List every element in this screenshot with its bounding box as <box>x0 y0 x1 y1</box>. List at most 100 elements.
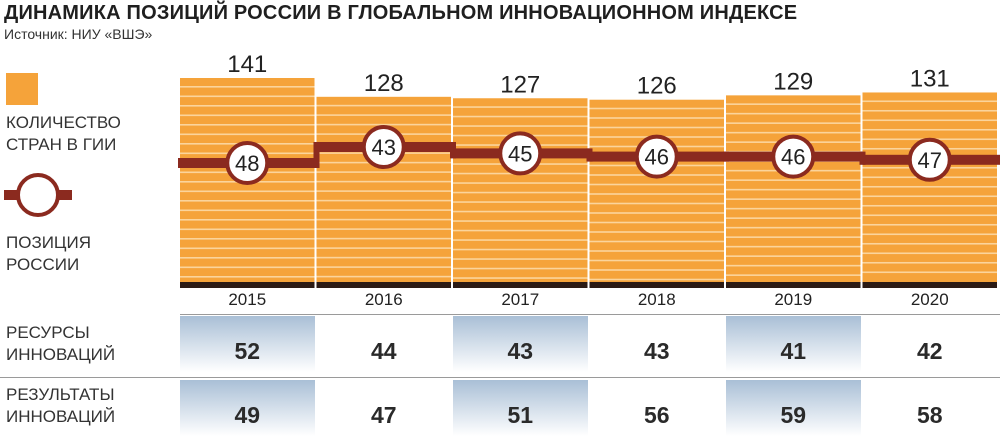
bar-stripe <box>453 116 588 118</box>
year-label-2015: 2015 <box>228 290 266 309</box>
bar-stripe <box>863 195 998 197</box>
year-label-2018: 2018 <box>638 290 676 309</box>
position-label-2020: 47 <box>918 148 942 173</box>
bar-stripe <box>317 238 452 240</box>
bar-stripe <box>590 231 725 233</box>
bar-stripe <box>726 227 861 229</box>
bar-stripe <box>180 229 315 231</box>
bar-stripe <box>317 228 452 230</box>
bar-stripe <box>453 249 588 251</box>
bar-stripe <box>726 103 861 105</box>
position-label-2017: 45 <box>508 141 532 166</box>
bar-stripe <box>863 100 998 102</box>
count-label-2017: 127 <box>500 71 540 98</box>
bar-stripe <box>590 203 725 205</box>
bar-stripe <box>863 243 998 245</box>
bar-stripe <box>180 115 315 117</box>
bar-stripe <box>863 224 998 226</box>
position-label-2019: 46 <box>781 145 805 170</box>
bar-stripe <box>590 117 725 119</box>
bar-stripe <box>317 266 452 268</box>
row-label-results-line1: РЕЗУЛЬТАТЫ <box>6 384 115 405</box>
bar-stripe <box>453 268 588 270</box>
bar-stripe <box>726 265 861 267</box>
bar-stripe <box>590 260 725 262</box>
bar-stripe <box>317 171 452 173</box>
bar-stripe <box>180 124 315 126</box>
table-separator <box>180 314 1000 315</box>
bar-stripe <box>180 267 315 269</box>
bar-stripe <box>863 205 998 207</box>
table-cell-value: 59 <box>726 402 861 429</box>
table-cell-value: 42 <box>863 338 998 365</box>
bar-base-2019 <box>726 282 861 288</box>
bar-stripe <box>453 277 588 279</box>
table-cell-value: 52 <box>180 338 315 365</box>
bar-stripe <box>863 262 998 264</box>
bar-stripe <box>317 257 452 259</box>
bar-stripe <box>726 198 861 200</box>
year-label-2017: 2017 <box>501 290 539 309</box>
bar-stripe <box>180 248 315 250</box>
bar-stripe <box>863 271 998 273</box>
position-line-step <box>450 142 456 158</box>
bar-stripe <box>863 129 998 131</box>
bar-stripe <box>590 269 725 271</box>
position-label-2016: 43 <box>372 135 396 160</box>
bar-stripe <box>726 132 861 134</box>
table-cell-value: 44 <box>317 338 452 365</box>
bar-base-2020 <box>863 282 998 288</box>
count-label-2020: 131 <box>910 65 950 92</box>
bar-stripe <box>590 279 725 281</box>
bar-stripe <box>317 209 452 211</box>
count-label-2016: 128 <box>364 70 404 97</box>
bar-stripe <box>863 233 998 235</box>
bar-stripe <box>863 119 998 121</box>
bar-stripe <box>590 241 725 243</box>
table-cell-value: 49 <box>180 402 315 429</box>
bar-stripe <box>180 96 315 98</box>
bar-stripe <box>317 276 452 278</box>
year-label-2016: 2016 <box>365 290 403 309</box>
table-cell-value: 43 <box>590 338 725 365</box>
bar-stripe <box>863 110 998 112</box>
bar-stripe <box>590 222 725 224</box>
bar-stripe <box>180 191 315 193</box>
bar-stripe <box>726 122 861 124</box>
bar-stripe <box>317 114 452 116</box>
table-cell-value: 41 <box>726 338 861 365</box>
bar-stripe <box>590 127 725 129</box>
bar-stripe <box>453 192 588 194</box>
row-label-resources-line2: ИННОВАЦИЙ <box>6 344 115 365</box>
bar-stripe <box>726 189 861 191</box>
bar-stripe <box>453 230 588 232</box>
bar-stripe <box>863 214 998 216</box>
year-label-2019: 2019 <box>774 290 812 309</box>
bar-stripe <box>180 276 315 278</box>
row-label-results-line2: ИННОВАЦИЙ <box>6 406 115 427</box>
table-cell-value: 47 <box>317 402 452 429</box>
bar-stripe <box>180 134 315 136</box>
count-label-2015: 141 <box>227 51 267 78</box>
bar-stripe <box>453 201 588 203</box>
position-line-step <box>860 152 866 165</box>
bar-stripe <box>590 108 725 110</box>
table-cell-value: 43 <box>453 338 588 365</box>
bar-stripe <box>726 113 861 115</box>
bar-stripe <box>590 250 725 252</box>
bar-base-2018 <box>590 282 725 288</box>
bar-stripe <box>726 274 861 276</box>
bar-stripe <box>453 239 588 241</box>
position-line-step <box>314 142 320 168</box>
bar-stripe <box>317 181 452 183</box>
bar-stripe <box>726 246 861 248</box>
count-label-2018: 126 <box>637 73 677 100</box>
position-label-2018: 46 <box>645 145 669 170</box>
bar-base-2015 <box>180 282 315 288</box>
bar-stripe <box>726 236 861 238</box>
bar-base-2017 <box>453 282 588 288</box>
position-line-step <box>723 152 729 162</box>
table-cell-value: 56 <box>590 402 725 429</box>
position-label-2015: 48 <box>235 151 259 176</box>
bar-stripe <box>726 255 861 257</box>
